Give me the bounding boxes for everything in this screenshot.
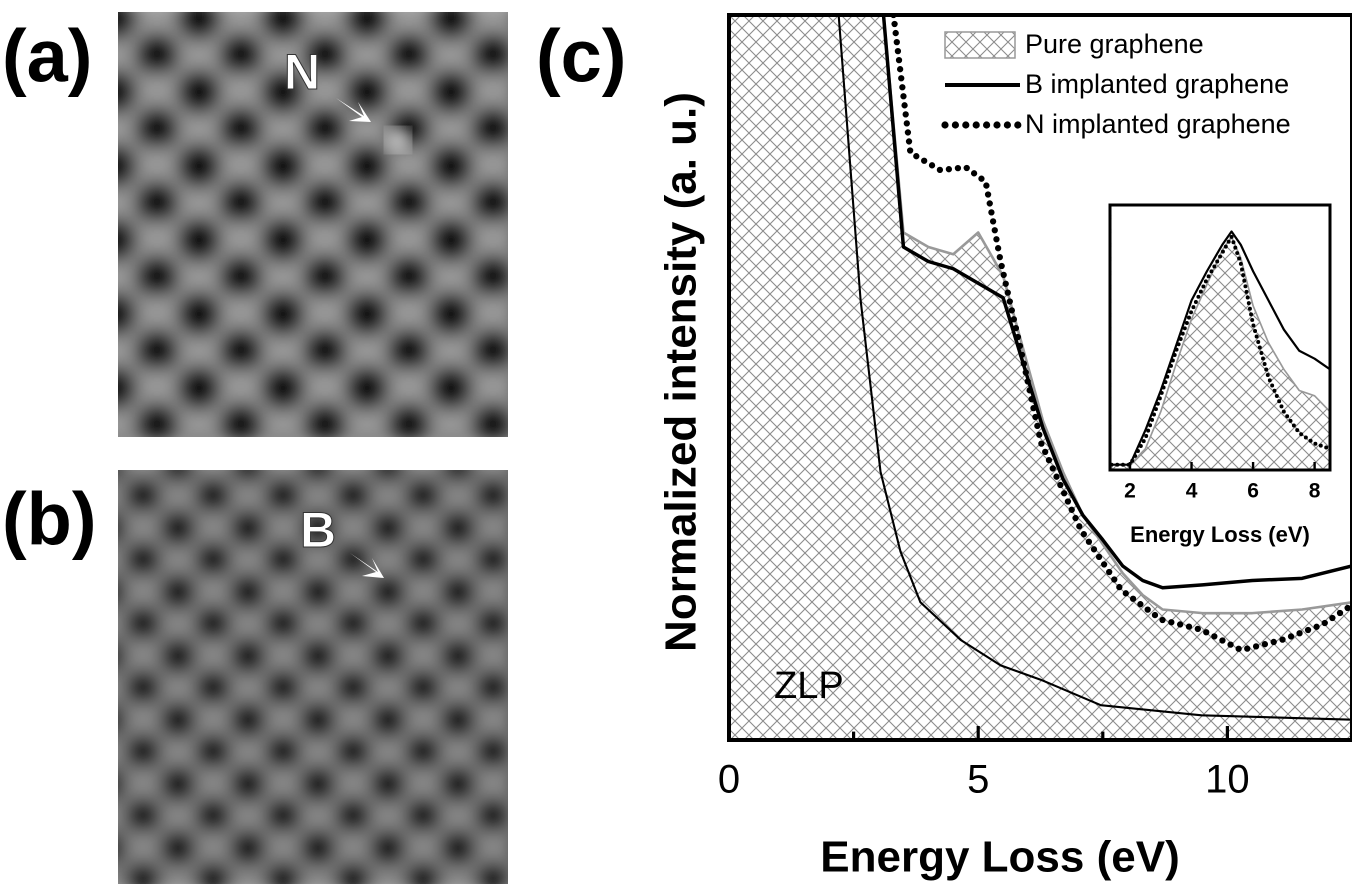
legend-label: B implanted graphene: [1025, 69, 1289, 99]
series-line: [837, 15, 1352, 721]
panel-label: (c): [536, 15, 626, 98]
series-line: [858, 15, 1352, 590]
series-line: [1111, 235, 1330, 466]
x-tick-label: 2: [1124, 480, 1136, 503]
legend-label: Pure graphene: [1025, 29, 1204, 59]
image-b: [118, 470, 508, 884]
x-tick-label: 0: [718, 758, 740, 802]
series-line: [890, 15, 1352, 654]
x-axis-label: Energy Loss (eV): [820, 833, 1179, 882]
arrow: [350, 553, 384, 578]
image-a: [118, 12, 508, 437]
area: [729, 15, 1352, 740]
series-line: [858, 15, 1352, 615]
atom-marker: B: [300, 502, 336, 558]
series-line: [1110, 234, 1330, 467]
y-axis-label: Normalized intensity (a. u.): [657, 92, 706, 652]
plot-frame: [727, 13, 1352, 742]
plot-area: [1110, 205, 1330, 470]
plot-area: [729, 15, 1352, 740]
series-line: [1111, 230, 1330, 466]
panel-label: (a): [2, 15, 92, 98]
plot-frame: [1108, 203, 1332, 472]
area: [1110, 205, 1330, 470]
arrow: [336, 98, 371, 122]
legend-swatch: [944, 31, 1016, 59]
x-tick-label: 4: [1186, 480, 1198, 503]
x-tick-label: 8: [1309, 480, 1321, 503]
x-tick-label: 5: [967, 758, 989, 802]
atom-marker: N: [284, 44, 320, 100]
legend-label: N implanted graphene: [1025, 109, 1291, 139]
annotation: ZLP: [774, 665, 844, 707]
x-tick-label: 6: [1247, 480, 1259, 503]
x-axis-label: Energy Loss (eV): [1130, 522, 1310, 547]
panel-label: (b): [2, 478, 97, 561]
x-tick-label: 10: [1205, 758, 1250, 802]
